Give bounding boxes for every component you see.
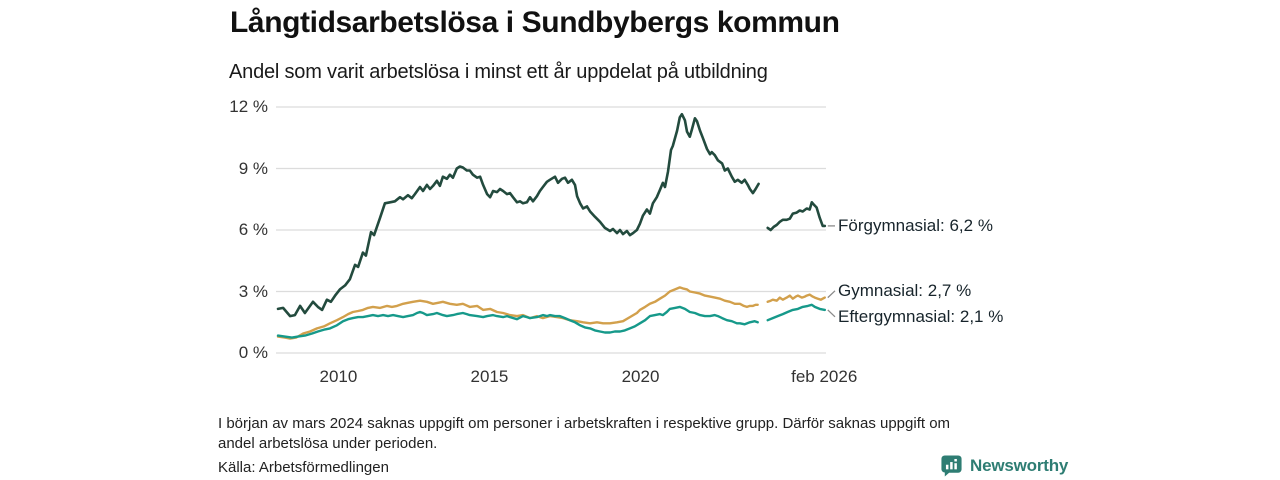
source-text: Källa: Arbetsförmedlingen <box>218 459 389 476</box>
chart-title: Långtidsarbetslösa i Sundbybergs kommun <box>230 6 840 39</box>
newsworthy-wordmark: Newsworthy <box>970 455 1069 475</box>
x-tick-label: 2015 <box>470 367 509 386</box>
x-tick-label: feb 2026 <box>791 367 858 386</box>
y-tick-label: 9 % <box>238 158 268 178</box>
y-tick-label: 0 % <box>238 343 268 362</box>
label-connector-gymnasial <box>827 290 836 299</box>
y-tick-label: 6 % <box>238 220 268 239</box>
newsworthy-chart-bubble-icon <box>941 455 962 477</box>
series-label-förgymnasial: Förgymnasial: 6,2 % <box>838 215 993 235</box>
footnote-line-2: andel arbetslösa under perioden. <box>218 435 438 452</box>
x-tick-label: 2020 <box>621 367 660 386</box>
series-label-eftergymnasial: Eftergymnasial: 2,1 % <box>838 306 1004 326</box>
line-gymnasial-segment-1 <box>276 286 759 340</box>
line-förgymnasial-segment-1 <box>276 112 760 318</box>
series-label-gymnasial: Gymnasial: 2,7 % <box>838 280 972 300</box>
footnote-line-1: I början av mars 2024 saknas uppgift om … <box>218 415 951 432</box>
y-tick-label: 12 % <box>229 97 268 116</box>
footnote: I början av mars 2024 saknas uppgift om … <box>218 414 1078 454</box>
line-förgymnasial-segment-2 <box>766 201 827 232</box>
newsworthy-logo[interactable]: Newsworthy <box>940 454 1068 477</box>
label-connector-eftergymnasial <box>827 309 836 318</box>
y-tick-label: 3 % <box>238 281 268 301</box>
line-eftergymnasial-segment-2 <box>766 303 826 322</box>
chart-subtitle: Andel som varit arbetslösa i minst ett å… <box>229 61 768 83</box>
x-tick-label: 2010 <box>319 367 358 386</box>
line-gymnasial-segment-2 <box>766 293 826 303</box>
line-eftergymnasial-segment-1 <box>276 305 759 339</box>
